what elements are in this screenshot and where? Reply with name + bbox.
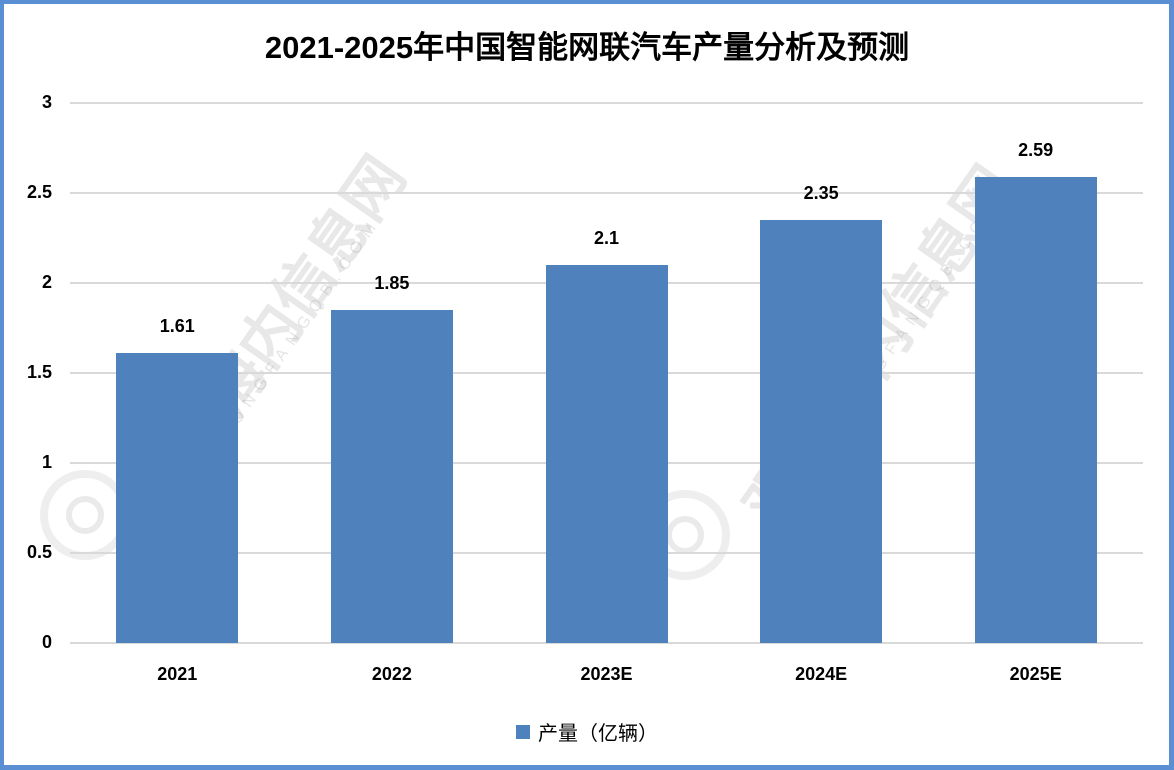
y-tick-label: 1 (41, 452, 52, 472)
data-label: 1.61 (159, 316, 195, 337)
legend: 产量（亿辆） (0, 717, 1174, 746)
bar-2023E (545, 265, 668, 643)
bar-2025E (974, 176, 1097, 643)
x-tick-label: 2024E (795, 664, 848, 684)
x-tick-label: 2021 (157, 664, 198, 684)
bar-2022 (330, 310, 453, 643)
y-tick-label: 2 (41, 272, 52, 292)
y-tick-label: 0.5 (26, 542, 52, 562)
y-tick-label: 3 (41, 92, 52, 112)
data-label: 1.85 (374, 273, 410, 293)
x-tick-label: 2022 (371, 664, 412, 684)
y-tick-label: 1.5 (26, 362, 52, 382)
bar-2024E (760, 220, 883, 643)
data-label: 2.1 (593, 228, 620, 248)
legend-label: 产量（亿辆） (538, 723, 658, 745)
legend-swatch (516, 724, 530, 739)
y-tick-label: 2.5 (26, 182, 52, 202)
data-label: 2.59 (1018, 139, 1054, 160)
gridline (70, 192, 1143, 194)
bar-2021 (116, 353, 239, 643)
x-tick-label: 2025E (1009, 664, 1062, 684)
chart-title: 2021-2025年中国智能网联汽车产量分析及预测 (264, 30, 910, 65)
x-tick-label: 2023E (580, 664, 633, 684)
data-label: 2.35 (803, 183, 839, 203)
gridline (70, 642, 1143, 644)
y-tick-label: 0 (41, 632, 52, 652)
gridline (70, 102, 1143, 104)
plot-area: 1.61 1.85 2.1 2.35 2.59 (70, 102, 1143, 644)
